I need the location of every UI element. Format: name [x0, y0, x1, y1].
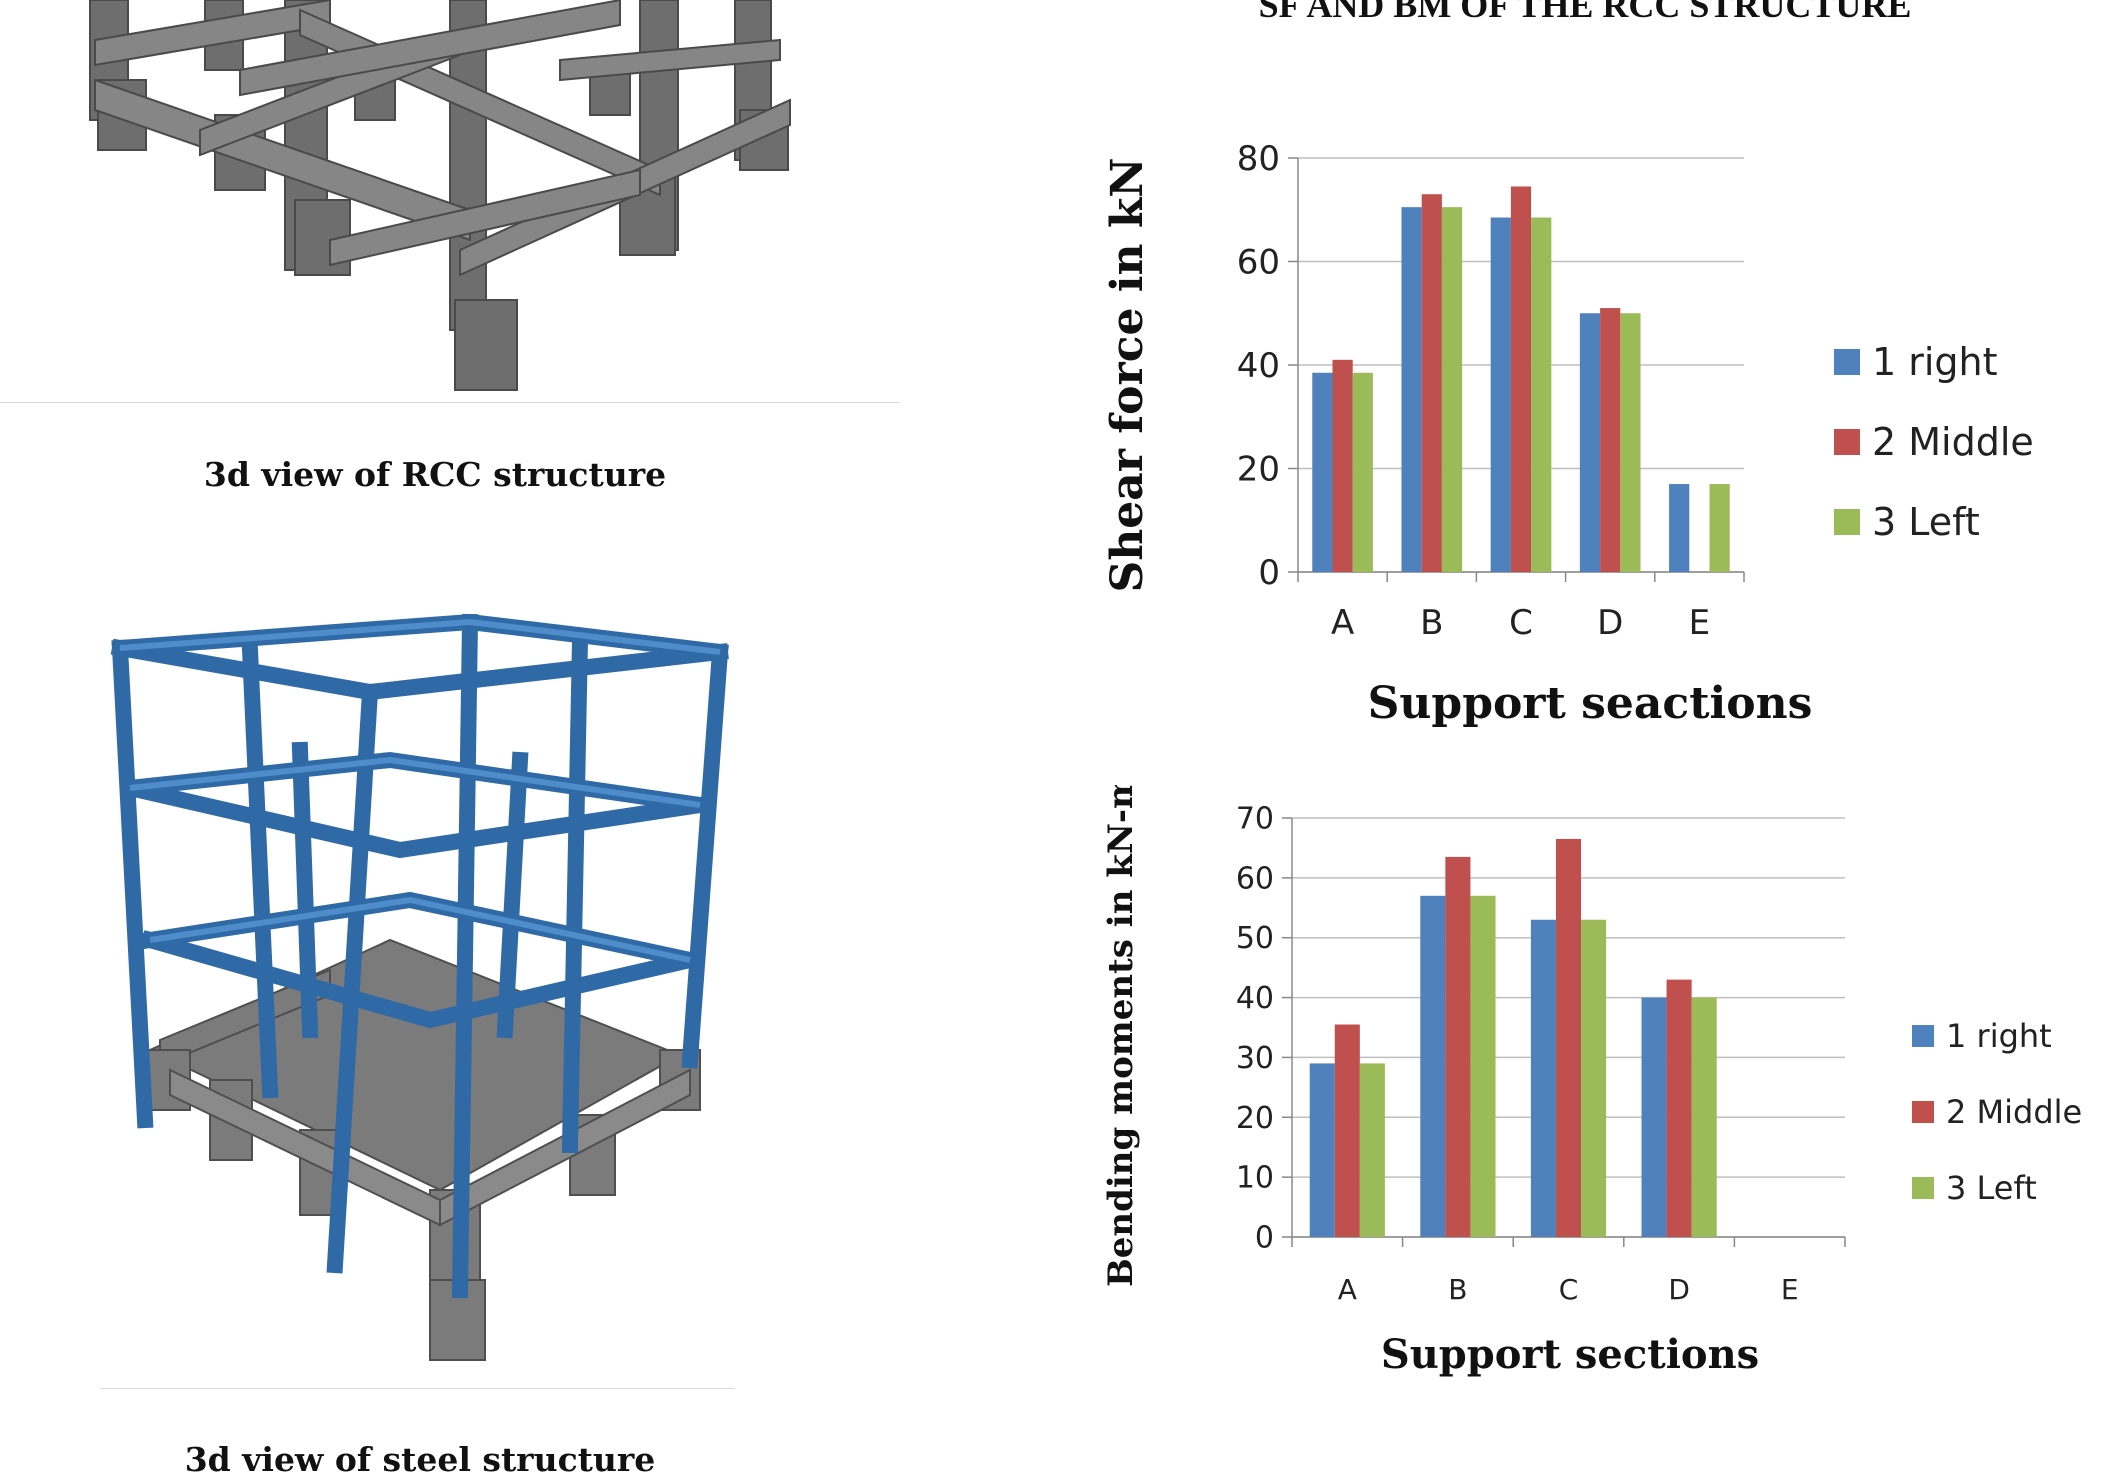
bar-D-series-2	[1600, 308, 1621, 572]
bar-D-series-3	[1620, 313, 1641, 572]
bending-moment-chart: 0 10 20 30 40 50 60 70 A B C D E Support sections Bend…	[1101, 785, 2082, 1378]
y-tick-label: 80	[1237, 139, 1280, 179]
bar-D-series-1	[1579, 313, 1601, 572]
y-tick-label: 40	[1237, 346, 1280, 386]
bar-A-series-3	[1352, 372, 1373, 572]
legend-label-1: 1 right	[1872, 340, 1998, 384]
bar-A-series-3	[1359, 1063, 1385, 1237]
bar-C-series-3	[1531, 217, 1552, 572]
y-tick-label: 30	[1236, 1041, 1274, 1076]
bar-C-series-2	[1510, 186, 1532, 572]
bar-A-series-2	[1334, 1024, 1360, 1237]
legend-swatch-1	[1912, 1025, 1934, 1047]
y-tick-label: 50	[1236, 921, 1274, 956]
bar-B-series-3	[1441, 207, 1463, 572]
bar-D-series-3	[1691, 997, 1717, 1237]
legend-swatch-2	[1834, 429, 1860, 455]
y-axis-title: Shear force in kN	[1102, 157, 1153, 592]
y-tick-label: 60	[1237, 242, 1280, 282]
x-tick-label: C	[1509, 603, 1533, 643]
bar-C-series-3	[1581, 919, 1607, 1237]
bar-E-series-1	[1669, 484, 1690, 572]
shear-force-chart: 0 20 40 60 80 A B C D E Support seactions Shear for…	[1102, 139, 2034, 729]
legend-label-3: 3 Left	[1946, 1169, 2037, 1207]
x-tick-label: A	[1338, 1273, 1357, 1306]
bar-A-series-2	[1332, 359, 1353, 572]
y-axis-title: Bending moments in kN-m	[1101, 785, 1141, 1287]
y-tick-label: 20	[1236, 1101, 1274, 1136]
rcc-caption: 3d view of RCC structure	[203, 455, 667, 494]
y-tick-label: 70	[1236, 802, 1274, 837]
bar-D-series-1	[1641, 997, 1667, 1237]
steel-structure-illustration	[100, 613, 735, 1389]
bar-E-series-3	[1709, 484, 1730, 572]
legend-label-2: 2 Middle	[1872, 420, 2034, 464]
y-tick-label: 60	[1236, 861, 1274, 896]
y-tick-label: 20	[1237, 449, 1280, 489]
bar-C-series-1	[1490, 217, 1511, 572]
x-axis-title: Support sections	[1381, 1331, 1759, 1378]
bar-B-series-1	[1420, 895, 1446, 1237]
x-tick-label: B	[1448, 1273, 1467, 1306]
legend-swatch-1	[1834, 349, 1860, 375]
x-tick-label: B	[1420, 603, 1443, 643]
y-tick-label: 0	[1255, 1221, 1274, 1256]
bar-B-series-3	[1470, 895, 1496, 1237]
x-tick-label: E	[1689, 603, 1710, 643]
legend-swatch-3	[1834, 509, 1860, 535]
x-tick-label: D	[1668, 1273, 1690, 1306]
bar-B-series-2	[1445, 856, 1471, 1237]
legend-label-2: 2 Middle	[1946, 1093, 2082, 1131]
bar-B-series-2	[1421, 194, 1442, 572]
steel-caption: 3d view of steel structure	[184, 1440, 656, 1479]
legend-swatch-3	[1912, 1177, 1934, 1199]
x-tick-label: A	[1331, 603, 1354, 643]
bar-C-series-1	[1530, 919, 1556, 1237]
bar-D-series-2	[1666, 979, 1692, 1237]
rcc-structure-illustration	[0, 0, 900, 403]
x-tick-label: D	[1597, 603, 1623, 643]
bar-A-series-1	[1312, 372, 1333, 572]
legend-label-1: 1 right	[1946, 1017, 2052, 1055]
bar-B-series-1	[1401, 207, 1422, 572]
legend-swatch-2	[1912, 1101, 1934, 1123]
legend-label-3: 3 Left	[1872, 500, 1980, 544]
page-title: SF AND BM OF THE RCC STRUCTURE	[1258, 0, 1912, 25]
x-tick-label: C	[1559, 1273, 1579, 1306]
x-tick-label: E	[1781, 1273, 1799, 1306]
bar-A-series-1	[1309, 1063, 1335, 1237]
y-tick-label: 0	[1258, 553, 1280, 593]
y-tick-label: 10	[1236, 1161, 1274, 1196]
bar-C-series-2	[1555, 838, 1582, 1237]
x-axis-title: Support seactions	[1368, 678, 1813, 729]
y-tick-label: 40	[1236, 981, 1274, 1016]
